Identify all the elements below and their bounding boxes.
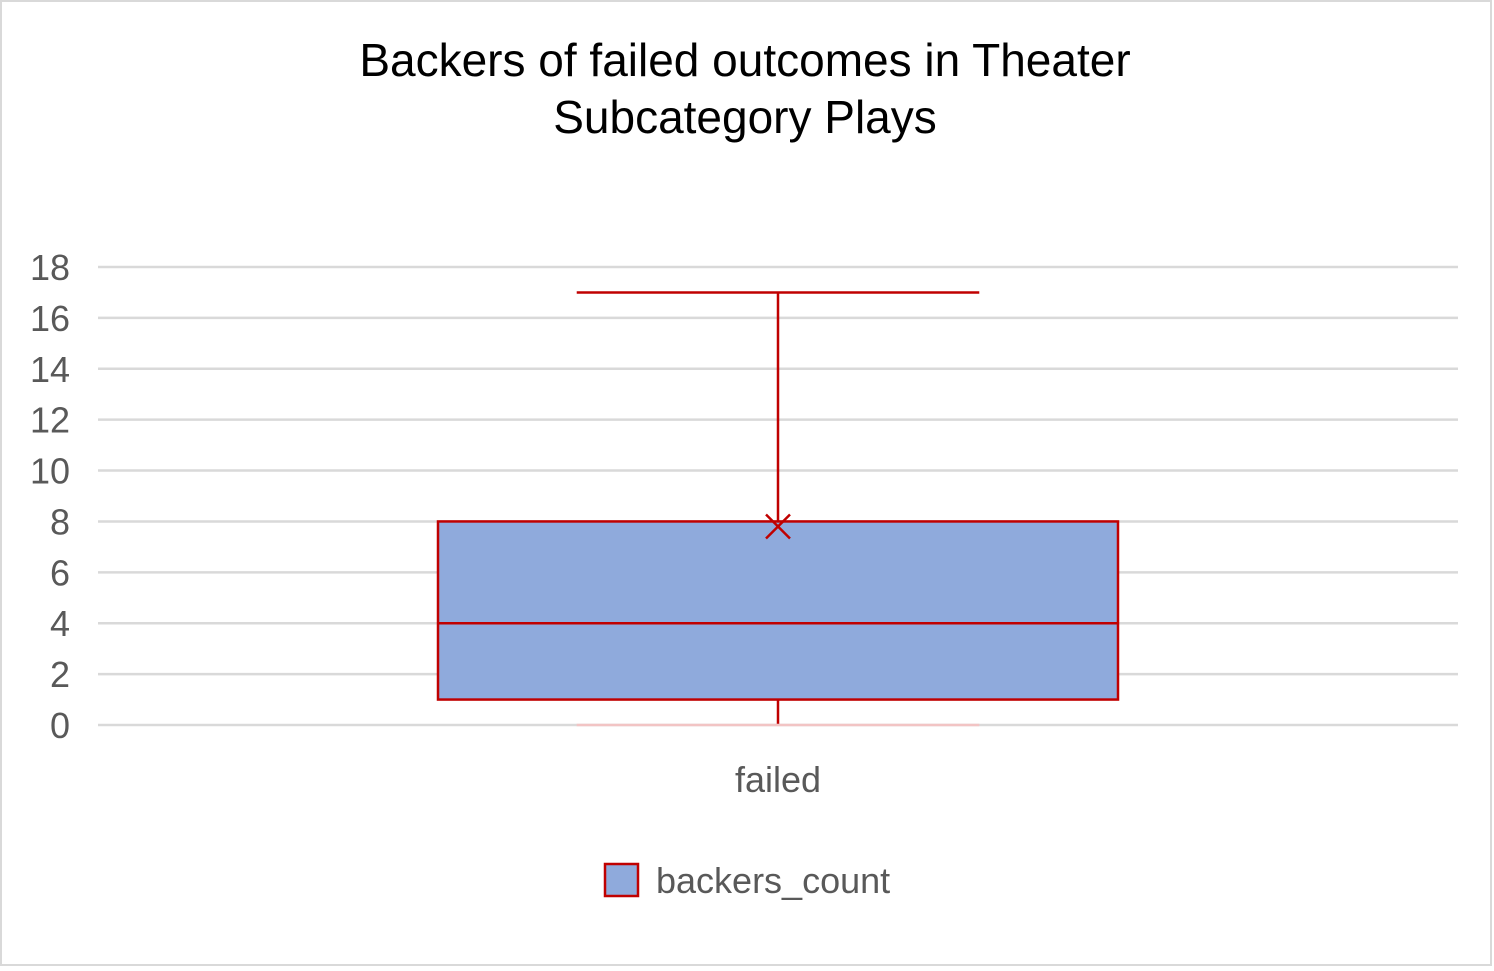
chart-title-line-2: Subcategory Plays <box>553 91 937 143</box>
box-plot <box>436 291 1120 727</box>
legend: backers_count <box>603 860 890 901</box>
y-axis-tick-labels: 0 2 4 6 8 10 12 14 16 18 <box>30 247 70 746</box>
chart-title-line-1: Backers of failed outcomes in Theater <box>359 34 1130 86</box>
x-tick-label-failed: failed <box>735 759 821 800</box>
y-tick-label-0: 0 <box>50 705 70 746</box>
x-axis-tick-labels: failed <box>735 759 821 800</box>
legend-label: backers_count <box>656 860 890 901</box>
y-tick-label-14: 14 <box>30 349 70 390</box>
y-tick-label-8: 8 <box>50 501 70 542</box>
y-tick-label-10: 10 <box>30 451 70 492</box>
box-iqr <box>436 520 1120 701</box>
mean-marker-stroke-b <box>765 513 791 540</box>
y-tick-label-4: 4 <box>50 603 70 644</box>
y-tick-label-18: 18 <box>30 247 70 288</box>
y-tick-label-6: 6 <box>50 552 70 593</box>
legend-swatch <box>603 862 640 898</box>
y-tick-label-12: 12 <box>30 400 70 441</box>
y-tick-label-16: 16 <box>30 298 70 339</box>
y-tick-label-2: 2 <box>50 654 70 695</box>
mean-marker <box>765 513 791 540</box>
